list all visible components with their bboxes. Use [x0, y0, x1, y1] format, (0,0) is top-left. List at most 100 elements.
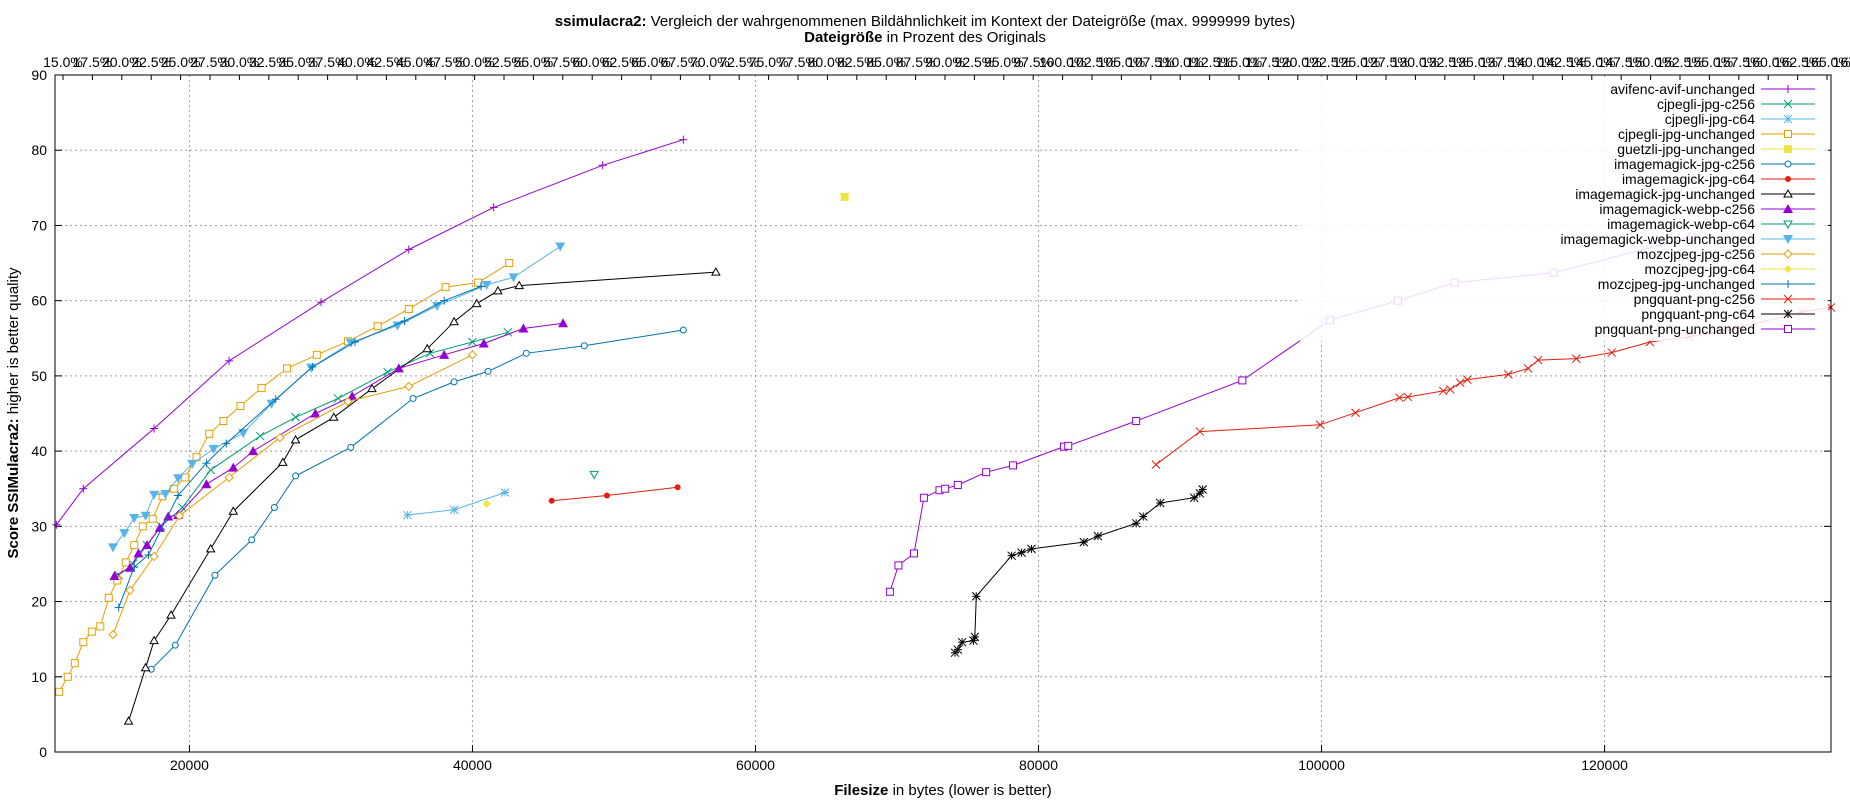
data-point — [171, 641, 179, 649]
data-point — [598, 161, 607, 170]
data-point — [1151, 460, 1161, 470]
data-point — [138, 522, 147, 531]
data-point — [404, 245, 413, 254]
data-point — [266, 399, 277, 409]
data-point — [238, 429, 249, 439]
data-point — [711, 267, 721, 276]
data-point — [104, 593, 113, 602]
x2-tick-label: 62.5% — [602, 54, 642, 70]
x2-tick-label: 72.5% — [719, 54, 759, 70]
series-mozcjpeg-jpg-c64 — [482, 499, 491, 508]
series-imagemagick-webp-c256 — [109, 318, 569, 580]
data-point — [476, 282, 485, 291]
data-point — [144, 550, 153, 559]
data-point — [166, 610, 176, 619]
data-point — [1523, 364, 1533, 373]
data-point — [840, 192, 849, 201]
x2-tick-label: 35.0% — [278, 54, 318, 70]
data-point — [404, 304, 413, 313]
data-point — [450, 378, 458, 386]
data-point — [173, 474, 184, 484]
data-point — [206, 465, 216, 475]
legend-label: pngquant-png-c256 — [1634, 291, 1756, 307]
data-point — [894, 561, 903, 570]
data-point — [1783, 188, 1793, 198]
data-point — [1783, 235, 1793, 244]
x2-tick-label: 30.0% — [220, 54, 260, 70]
legend-label: cjpegli-jpg-unchanged — [1618, 126, 1755, 142]
data-point — [52, 520, 61, 529]
data-point — [1607, 348, 1617, 357]
series-line — [128, 271, 716, 722]
data-point — [1238, 376, 1247, 385]
data-point — [140, 662, 151, 672]
y-tick-label: 80 — [31, 142, 47, 158]
x2-tick-label: 82.5% — [837, 54, 877, 70]
data-point — [400, 316, 409, 325]
data-point — [1445, 385, 1455, 394]
data-point — [555, 242, 566, 252]
data-point — [125, 562, 136, 572]
data-point — [518, 323, 529, 333]
data-point — [96, 622, 105, 631]
data-point — [150, 424, 159, 433]
x2-tick-label: 85.0% — [866, 54, 906, 70]
x2-tick-label: 90.0% — [925, 54, 965, 70]
data-point — [1007, 551, 1016, 561]
legend-label: imagemagick-webp-c256 — [1599, 201, 1755, 217]
x2-tick-label: 100.0% — [1039, 54, 1086, 70]
data-point — [208, 444, 219, 454]
data-point — [970, 632, 980, 642]
y-axis: 0 10 20 30 40 50 60 70 80 90 — [31, 67, 1831, 760]
x2-tick-label: 137.5% — [1480, 54, 1527, 70]
x-axis-label: Filesize in bytes (lower is better) — [834, 782, 1052, 799]
legend-label: pngquant-png-c64 — [1641, 306, 1755, 322]
data-point — [174, 491, 183, 500]
x2-tick-label: 152.5% — [1656, 54, 1703, 70]
data-point — [270, 504, 278, 512]
legend-label: mozcjpeg-jpg-c256 — [1637, 246, 1755, 262]
data-point — [441, 283, 450, 292]
data-point — [1009, 461, 1018, 470]
data-point — [55, 687, 64, 696]
x2-tick-label: 52.5% — [484, 54, 524, 70]
data-point — [328, 412, 339, 421]
x2-tick-label: 127.5% — [1362, 54, 1409, 70]
data-point — [181, 473, 190, 482]
x2-tick-label: 40.0% — [337, 54, 377, 70]
x2-tick-label: 60.0% — [572, 54, 612, 70]
y-tick-label: 0 — [39, 744, 47, 760]
series-imagemagick-webp-unchanged — [108, 242, 566, 553]
data-point — [255, 431, 265, 441]
data-point — [1395, 393, 1404, 403]
data-point — [1438, 386, 1448, 396]
data-point — [317, 298, 326, 307]
x2-tick-label: 67.5% — [661, 54, 701, 70]
data-point — [971, 591, 981, 601]
data-point — [277, 457, 288, 466]
data-point — [347, 391, 358, 401]
data-point — [205, 543, 216, 553]
x-axis: 20000 40000 60000 80000 100000 120000 — [170, 745, 1628, 773]
data-point — [308, 362, 317, 371]
data-point — [1783, 309, 1793, 319]
y-tick-label: 90 — [31, 67, 47, 83]
data-point — [367, 383, 377, 393]
series-mozcjpeg-jpg-unchanged — [114, 282, 485, 612]
series-line — [118, 285, 482, 608]
x2-tick-label: 32.5% — [249, 54, 289, 70]
x2-tick-label: 22.5% — [131, 54, 171, 70]
data-point — [271, 395, 280, 404]
x2-tick-label: 142.5% — [1539, 54, 1586, 70]
x2-axis: 15.0%17.5%20.0%22.5%25.0%27.5%30.0%32.5%… — [43, 54, 1850, 80]
data-point — [679, 326, 687, 334]
x2-tick-label: 102.5% — [1068, 54, 1115, 70]
data-point — [149, 551, 159, 562]
data-point — [1155, 498, 1165, 508]
series-line — [954, 489, 1204, 654]
x2-tick-label: 20.0% — [102, 54, 142, 70]
x2-tick-label: 55.0% — [514, 54, 554, 70]
legend: avifenc-avif-unchangedcjpegli-jpg-c256cj… — [1300, 80, 1828, 341]
x2-tick-label: 132.5% — [1421, 54, 1468, 70]
